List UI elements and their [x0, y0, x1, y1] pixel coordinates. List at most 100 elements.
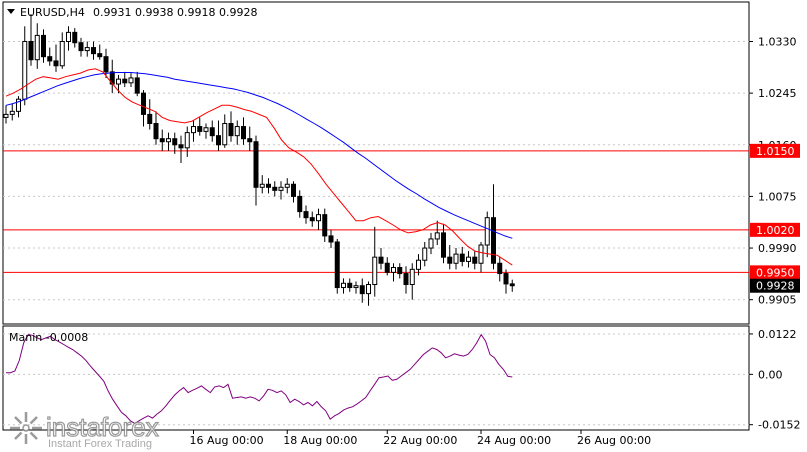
candle-body-bearish [459, 253, 465, 262]
candle-body-bearish [178, 144, 184, 149]
candle-body-bearish [303, 211, 309, 219]
candle-body-bearish [103, 56, 109, 73]
candle-body-bearish [172, 138, 178, 146]
candle-body-bullish [16, 98, 21, 112]
candle-body-bearish [384, 262, 390, 273]
candle-body-bearish [53, 60, 59, 67]
symbol-timeframe: EURUSD,H4 [20, 6, 85, 19]
candle-body-bearish [216, 135, 221, 146]
candle-body-bullish [391, 266, 396, 273]
candle-body-bearish [253, 141, 259, 188]
level-tag-label: 1.0020 [756, 224, 795, 237]
candle-body-bearish [97, 53, 103, 58]
ohlc-values: 0.9931 0.9938 0.9918 0.9928 [93, 6, 257, 19]
candle-body-bullish [366, 284, 371, 295]
candle-body-bullish [59, 40, 65, 67]
current-price-tag-box [750, 278, 800, 293]
candle-body-bullish [34, 34, 40, 61]
price-grid [3, 40, 749, 301]
candle-body-bearish [41, 34, 46, 58]
candle-body-bearish [441, 232, 446, 258]
collapse-triangle-icon[interactable] [7, 9, 15, 14]
current-price-tag-label: 0.9928 [756, 280, 795, 293]
candle-body-bullish [66, 31, 71, 42]
candle-body-bullish [428, 238, 434, 249]
candle-body-bearish [272, 186, 278, 191]
candle-body-bullish [478, 244, 484, 264]
candle-body-bullish [203, 127, 209, 132]
candle-body-bearish [91, 47, 96, 55]
candle-body-bearish [503, 273, 509, 285]
candle-body-bearish [266, 183, 271, 188]
level-tag-label: 0.9950 [756, 266, 795, 279]
candle-body-bullish [278, 186, 284, 191]
time-tick-label: 16 Aug 00:00 [190, 434, 264, 447]
candle-body-bearish [147, 113, 153, 125]
candle-body-bullish [184, 132, 190, 149]
candle-body-bearish [297, 195, 303, 213]
price-tick-label: 1.0075 [758, 190, 797, 203]
candle-body-bearish [397, 266, 403, 275]
time-axis-labels: 16 Aug 00:00 18 Aug 00:00 22 Aug 00:00 24 A… [190, 430, 651, 447]
candle-body-bullish [353, 285, 359, 289]
candle-body-bullish [422, 247, 428, 261]
price-tick-label: 1.0245 [758, 87, 797, 100]
candlestick-series [3, 14, 515, 306]
candle-body-bearish [47, 56, 53, 62]
candle-body-bullish [316, 214, 321, 222]
indicator-label: Manin -0.0008 [9, 331, 88, 344]
candle-body-bearish [78, 42, 84, 52]
level-tag-box [750, 265, 800, 280]
price-tick-label: 0.9990 [758, 242, 797, 255]
candle-body-bearish [72, 31, 78, 44]
indicator-tick-label: -0.0152 [758, 419, 800, 432]
indicator-grid [3, 333, 749, 426]
moving-average-fast [5, 68, 513, 266]
candle-body-bullish [484, 217, 490, 246]
indicator-panel [2, 325, 750, 431]
candle-body-bearish [122, 78, 128, 84]
candle-body-bullish [341, 282, 346, 289]
candle-body-bullish [116, 78, 121, 85]
candle-body-bearish [28, 40, 34, 61]
candle-body-bearish [247, 138, 253, 143]
candle-body-bullish [409, 268, 415, 286]
candle-body-bullish [284, 183, 290, 188]
price-tick-label: 1.0330 [758, 35, 797, 48]
candle-body-bearish [241, 126, 246, 140]
instaforex-logo-icon [10, 412, 42, 444]
candle-body-bullish [166, 138, 171, 143]
candle-body-bearish [403, 273, 409, 286]
candle-body-bearish [472, 256, 478, 264]
time-tick-label: 18 Aug 00:00 [283, 434, 357, 447]
candle-body-bearish [497, 262, 503, 275]
candle-body-bullish [372, 256, 378, 286]
time-tick-label: 22 Aug 00:00 [383, 434, 457, 447]
candle-body-bearish [228, 123, 234, 137]
candle-body-bearish [378, 256, 384, 264]
candle-body-bearish [291, 183, 296, 197]
candle-body-bullish [3, 113, 9, 118]
watermark-tagline: Instant Forex Trading [48, 438, 152, 450]
candle-body-bearish [447, 256, 453, 264]
candle-body-bullish [434, 232, 440, 240]
candle-body-bearish [328, 235, 334, 243]
candle-body-bearish [153, 123, 159, 140]
time-tick-label: 24 Aug 00:00 [477, 434, 551, 447]
level-tag-box [750, 222, 800, 237]
candle-body-bearish [159, 138, 165, 143]
candle-body-bullish [128, 77, 134, 84]
candle-body-bearish [509, 283, 515, 287]
candle-body-bearish [347, 282, 353, 289]
manin-oscillator-line [6, 333, 513, 424]
indicator-axis-labels: 0.0122 0.00 -0.0152 [749, 328, 800, 432]
candle-body-bullish [234, 126, 240, 137]
instaforex-logo: instaforex Instant Forex Trading [10, 411, 159, 450]
candle-body-bullish [191, 126, 196, 134]
candle-body-bullish [466, 256, 471, 262]
candle-body-bullish [84, 47, 90, 52]
indicator-tick-label: 0.0122 [758, 328, 797, 341]
price-tick-label: 0.9905 [758, 294, 797, 307]
